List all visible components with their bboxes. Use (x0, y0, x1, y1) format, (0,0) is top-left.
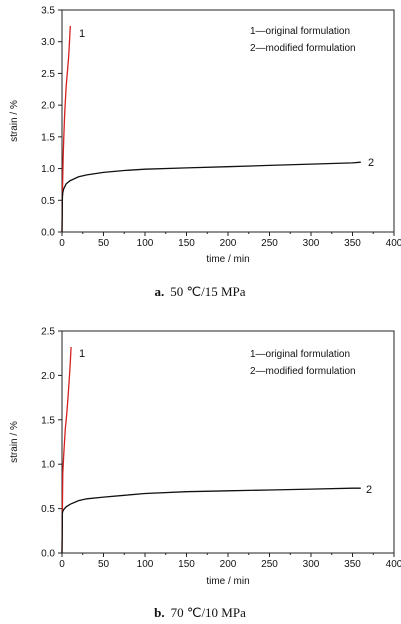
x-tick-label: 400 (386, 559, 401, 570)
series-1-label: 1 (79, 348, 85, 360)
y-axis-label: strain / % (9, 100, 20, 142)
series-2-label: 2 (368, 157, 374, 169)
x-tick-label: 0 (59, 238, 65, 249)
x-tick-label: 350 (344, 559, 361, 570)
y-tick-label: 3.5 (41, 6, 55, 17)
x-tick-label: 400 (386, 238, 401, 249)
x-tick-label: 150 (178, 559, 195, 570)
series-1-label: 1 (79, 28, 85, 40)
series-2-label: 2 (366, 484, 372, 496)
y-tick-label: 2.0 (41, 101, 55, 112)
x-tick-label: 50 (98, 559, 110, 570)
y-tick-label: 1.0 (41, 460, 55, 471)
legend-entry: 1—original formulation (250, 26, 350, 37)
y-tick-label: 2.0 (41, 371, 55, 382)
x-tick-label: 50 (98, 238, 110, 249)
figure-caption: b. 70 ℃/10 MPa (154, 605, 246, 620)
chart-b: 0 50 100 150 200 250 300 350 400 0.0 0.5 1.0 1.5 2.0 2… (9, 327, 401, 621)
plot-frame (61, 330, 395, 554)
y-tick-label: 2.5 (41, 327, 55, 338)
x-tick-label: 250 (261, 238, 278, 249)
caption-text: 50 ℃/15 MPa (170, 284, 246, 299)
x-tick-label: 300 (303, 238, 320, 249)
x-tick-label: 100 (137, 559, 154, 570)
x-axis-label: time / min (206, 576, 249, 587)
x-tick-label: 100 (137, 238, 154, 249)
legend-entry: 2—modified formulation (250, 43, 356, 54)
legend-entry: 1—original formulation (250, 349, 350, 360)
x-tick-label: 150 (178, 238, 195, 249)
x-tick-label: 250 (261, 559, 278, 570)
x-tick-label: 200 (220, 559, 237, 570)
caption-text: 70 ℃/10 MPa (171, 605, 247, 620)
y-axis-label: strain / % (9, 421, 20, 463)
y-tick-label: 0.0 (41, 228, 55, 239)
series-2-line (61, 161, 361, 233)
y-tick-label: 0.5 (41, 504, 55, 515)
y-tick-label: 3.0 (41, 37, 55, 48)
x-tick-label: 350 (344, 238, 361, 249)
y-tick-label: 1.5 (41, 132, 55, 143)
x-tick-label: 300 (303, 559, 320, 570)
y-tick-label: 0.0 (41, 549, 55, 560)
series-1-line (61, 25, 71, 233)
x-tick-label: 200 (220, 238, 237, 249)
series-2-line (61, 487, 361, 554)
x-axis-label: time / min (206, 254, 249, 265)
y-tick-label: 0.5 (41, 196, 55, 207)
x-tick-label: 0 (59, 559, 65, 570)
y-tick-label: 1.5 (41, 415, 55, 426)
caption-letter: a. (154, 284, 164, 299)
y-tick-label: 1.0 (41, 164, 55, 175)
chart-a: 0 50 100 150 200 250 300 350 400 0.0 0.5 1.0 1.5 2.0 2… (9, 6, 401, 300)
caption-letter: b. (154, 605, 164, 620)
figure-caption: a. 50 ℃/15 MPa (154, 284, 245, 299)
series-1-line (61, 346, 72, 554)
legend-entry: 2—modified formulation (250, 366, 356, 377)
y-tick-label: 2.5 (41, 69, 55, 80)
